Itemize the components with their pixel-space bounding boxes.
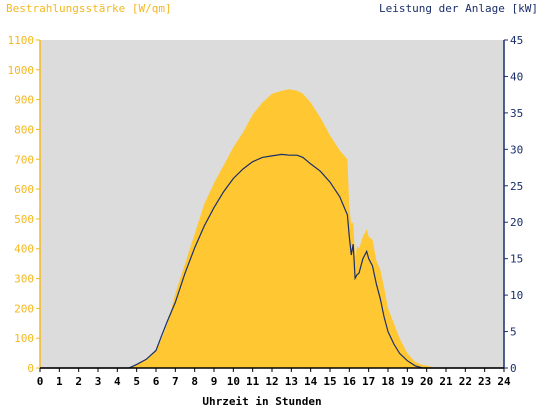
right-tick-label: 15 [510, 253, 523, 266]
x-tick-label: 19 [401, 375, 414, 388]
axes-layer: 0100200300400500600700800900100011000510… [8, 34, 524, 388]
x-tick-label: 15 [323, 375, 336, 388]
left-tick-label: 400 [14, 243, 34, 256]
right-tick-label: 5 [510, 326, 517, 339]
x-tick-label: 13 [285, 375, 298, 388]
x-tick-label: 23 [478, 375, 491, 388]
x-tick-label: 2 [75, 375, 82, 388]
x-tick-label: 5 [133, 375, 140, 388]
x-tick-label: 14 [304, 375, 318, 388]
x-tick-label: 4 [114, 375, 121, 388]
right-tick-label: 40 [510, 70, 523, 83]
x-tick-label: 17 [362, 375, 375, 388]
x-tick-label: 9 [211, 375, 218, 388]
right-tick-label: 25 [510, 180, 523, 193]
right-tick-label: 0 [510, 362, 517, 375]
left-tick-label: 500 [14, 213, 34, 226]
left-tick-label: 300 [14, 273, 34, 286]
x-tick-label: 24 [497, 375, 511, 388]
x-tick-label: 22 [459, 375, 472, 388]
x-tick-label: 10 [227, 375, 240, 388]
right-tick-label: 35 [510, 107, 523, 120]
x-tick-label: 11 [246, 375, 260, 388]
right-tick-label: 45 [510, 34, 523, 47]
left-tick-label: 800 [14, 123, 34, 136]
left-axis-title: Bestrahlungsstärke [W/qm] [6, 2, 172, 15]
x-tick-label: 16 [343, 375, 357, 388]
x-axis-label: Uhrzeit in Stunden [202, 395, 321, 408]
x-tick-label: 7 [172, 375, 179, 388]
left-tick-label: 100 [14, 332, 34, 345]
x-tick-label: 3 [95, 375, 102, 388]
left-tick-label: 600 [14, 183, 34, 196]
left-tick-label: 200 [14, 302, 34, 315]
x-tick-label: 8 [191, 375, 198, 388]
series-layer [40, 89, 504, 369]
right-tick-label: 20 [510, 216, 523, 229]
x-tick-label: 21 [439, 375, 453, 388]
left-tick-label: 900 [14, 94, 34, 107]
x-tick-label: 12 [265, 375, 278, 388]
power-line [40, 153, 504, 369]
x-tick-label: 0 [37, 375, 44, 388]
x-tick-label: 18 [381, 375, 394, 388]
left-tick-label: 1100 [8, 34, 35, 47]
right-tick-label: 30 [510, 143, 523, 156]
left-tick-label: 700 [14, 153, 34, 166]
x-tick-label: 6 [153, 375, 160, 388]
left-tick-label: 1000 [8, 64, 35, 77]
right-tick-label: 10 [510, 289, 523, 302]
left-tick-label: 0 [27, 362, 34, 375]
x-tick-label: 1 [56, 375, 63, 388]
irradiance-area [40, 89, 504, 368]
x-tick-label: 20 [420, 375, 433, 388]
right-axis-title: Leistung der Anlage [kW] [379, 2, 538, 15]
